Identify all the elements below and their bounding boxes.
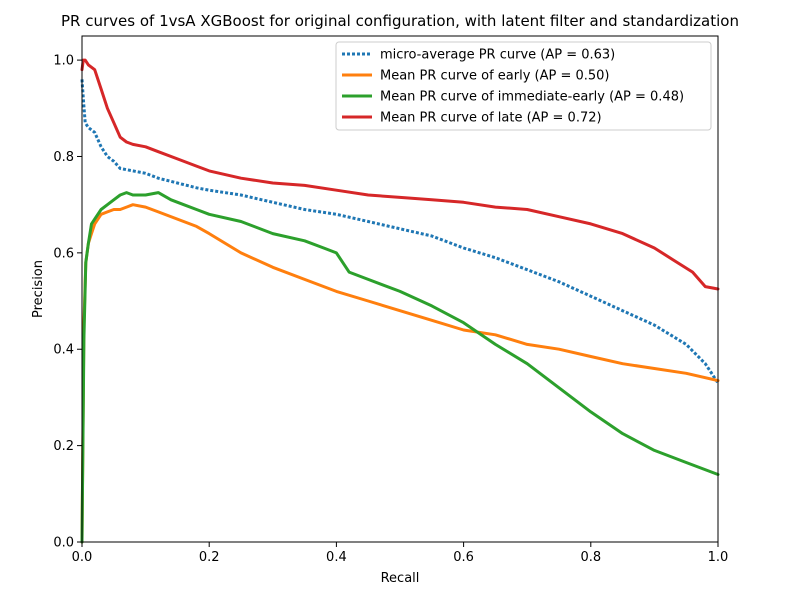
x-tick-label: 1.0 — [708, 550, 729, 565]
series-line-4 — [80, 58, 720, 291]
y-tick-label: 0.4 — [53, 343, 74, 358]
y-axis-ticks: 0.0 0.2 0.4 0.6 0.8 1.0 — [53, 54, 82, 551]
legend-box — [335, 41, 712, 131]
series-line-1 — [80, 79, 720, 384]
y-axis-label: Precision — [31, 260, 46, 318]
series-line-3 — [80, 191, 720, 544]
y-tick-label: 0.6 — [53, 246, 74, 261]
y-tick-label: 0.8 — [53, 150, 74, 165]
plot-frame — [81, 35, 719, 543]
y-tick-label: 0.2 — [53, 439, 74, 454]
legend: micro-average PR curve (AP = 0.63) Mean P… — [335, 41, 712, 131]
x-tick-label: 0.4 — [326, 550, 347, 565]
x-tick-label: 0.2 — [199, 550, 220, 565]
chart-title: PR curves of 1vsA XGBoost for original c… — [61, 12, 739, 30]
x-tick-label: 0.0 — [72, 550, 93, 565]
legend-entry-2: Mean PR curve of early (AP = 0.50) — [380, 69, 610, 84]
x-axis-ticks: 0.0 0.2 0.4 0.6 0.8 1.0 — [72, 542, 729, 565]
series-line-2 — [80, 203, 720, 544]
legend-entry-4: Mean PR curve of late (AP = 0.72) — [380, 111, 602, 126]
y-tick-label: 1.0 — [53, 54, 74, 69]
y-tick-label: 0.0 — [53, 536, 74, 551]
x-axis-label: Recall — [381, 571, 420, 586]
legend-entry-3: Mean PR curve of immediate-early (AP = 0… — [380, 90, 684, 105]
x-tick-label: 0.8 — [580, 550, 601, 565]
x-tick-label: 0.6 — [453, 550, 474, 565]
series-layer — [80, 58, 720, 544]
legend-entry-1: micro-average PR curve (AP = 0.63) — [380, 48, 615, 63]
